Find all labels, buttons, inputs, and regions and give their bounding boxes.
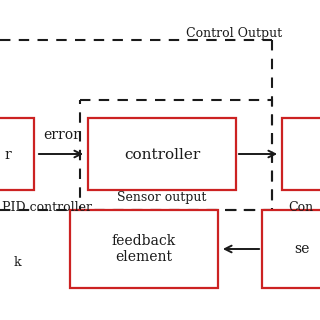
Bar: [70, 210, 218, 288]
Text: k: k: [14, 255, 22, 268]
Bar: [88, 118, 236, 190]
Text: Control Output: Control Output: [186, 28, 282, 41]
Text: error: error: [44, 128, 80, 142]
Bar: [282, 118, 320, 190]
Text: Sensor output: Sensor output: [117, 191, 207, 204]
Text: controller: controller: [124, 148, 200, 162]
Text: Con: Con: [288, 201, 313, 214]
Text: PID controller: PID controller: [2, 201, 92, 214]
Bar: [0, 118, 34, 190]
Bar: [80, 100, 272, 210]
Text: feedback
element: feedback element: [112, 234, 176, 264]
Text: se: se: [294, 242, 310, 256]
Bar: [262, 210, 320, 288]
Text: r: r: [4, 148, 11, 162]
